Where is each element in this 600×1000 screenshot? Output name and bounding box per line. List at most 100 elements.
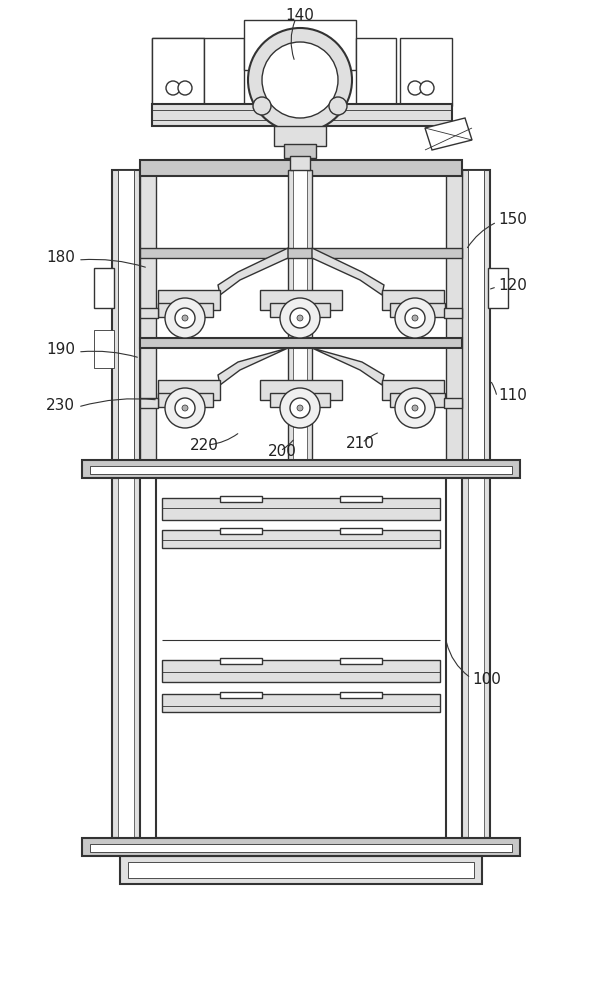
Circle shape — [395, 388, 435, 428]
Circle shape — [253, 97, 271, 115]
Text: 200: 200 — [268, 444, 297, 460]
Text: 110: 110 — [498, 387, 527, 402]
Bar — [462, 170, 490, 465]
Circle shape — [166, 81, 180, 95]
Bar — [488, 268, 508, 308]
Circle shape — [182, 405, 188, 411]
Bar — [220, 496, 262, 502]
Polygon shape — [218, 348, 288, 385]
Circle shape — [405, 308, 425, 328]
Bar — [220, 528, 262, 534]
Circle shape — [420, 81, 434, 95]
Text: 120: 120 — [498, 277, 527, 292]
Circle shape — [408, 81, 422, 95]
Circle shape — [175, 308, 195, 328]
Bar — [140, 338, 462, 348]
Bar — [120, 856, 482, 884]
Bar — [390, 393, 445, 407]
Bar — [94, 268, 114, 308]
Bar — [90, 466, 512, 474]
Bar — [284, 144, 316, 158]
Text: 190: 190 — [46, 342, 75, 358]
Polygon shape — [218, 248, 288, 295]
Bar — [112, 170, 140, 465]
Bar — [444, 308, 462, 318]
Bar — [140, 248, 462, 258]
Bar — [288, 170, 312, 470]
Bar — [140, 170, 156, 460]
Circle shape — [165, 388, 205, 428]
Bar — [204, 38, 244, 106]
Circle shape — [412, 315, 418, 321]
Circle shape — [248, 28, 352, 132]
Bar — [270, 303, 330, 317]
Bar — [162, 694, 440, 712]
Bar — [468, 478, 484, 838]
Circle shape — [405, 398, 425, 418]
Bar — [158, 303, 213, 317]
Bar — [446, 170, 462, 460]
Bar — [128, 862, 474, 878]
Bar — [94, 330, 114, 368]
Bar — [260, 380, 342, 400]
Bar — [356, 38, 396, 106]
Bar — [468, 170, 484, 465]
Bar — [260, 290, 342, 310]
Circle shape — [290, 308, 310, 328]
Bar — [162, 530, 440, 548]
Bar — [340, 528, 382, 534]
Bar — [220, 692, 262, 698]
Bar — [82, 460, 520, 478]
Bar — [152, 38, 204, 106]
Bar — [118, 478, 134, 838]
Bar — [244, 20, 356, 70]
Bar — [382, 380, 444, 400]
Bar — [162, 498, 440, 520]
Circle shape — [182, 315, 188, 321]
Text: 210: 210 — [346, 436, 375, 452]
Bar — [390, 303, 445, 317]
Bar — [340, 496, 382, 502]
Bar — [156, 478, 446, 838]
Circle shape — [175, 398, 195, 418]
Bar — [118, 170, 134, 465]
Circle shape — [280, 388, 320, 428]
Circle shape — [178, 81, 192, 95]
Bar — [274, 126, 326, 146]
Bar — [158, 380, 220, 400]
Circle shape — [165, 298, 205, 338]
Bar — [382, 290, 444, 310]
Bar — [162, 660, 440, 682]
Bar — [270, 393, 330, 407]
Bar — [152, 38, 204, 106]
Polygon shape — [312, 348, 384, 385]
Text: 180: 180 — [46, 250, 75, 265]
Circle shape — [395, 298, 435, 338]
Text: 100: 100 — [472, 672, 501, 688]
Bar — [293, 170, 307, 470]
Bar — [158, 393, 213, 407]
Bar — [444, 398, 462, 408]
Text: 140: 140 — [285, 7, 314, 22]
Circle shape — [280, 298, 320, 338]
Circle shape — [412, 405, 418, 411]
Bar — [90, 844, 512, 852]
Text: 230: 230 — [46, 397, 75, 412]
Bar — [140, 308, 158, 318]
Bar — [112, 478, 140, 838]
Bar — [340, 692, 382, 698]
Bar — [158, 290, 220, 310]
Bar — [340, 658, 382, 664]
Bar — [82, 838, 520, 856]
Bar — [220, 658, 262, 664]
Polygon shape — [425, 118, 472, 150]
Text: 150: 150 — [498, 213, 527, 228]
Bar — [290, 156, 310, 170]
Bar — [140, 398, 158, 408]
Circle shape — [297, 315, 303, 321]
Bar — [400, 38, 452, 106]
Bar — [152, 104, 452, 126]
Circle shape — [329, 97, 347, 115]
Bar — [462, 478, 490, 838]
Text: 220: 220 — [190, 438, 219, 454]
